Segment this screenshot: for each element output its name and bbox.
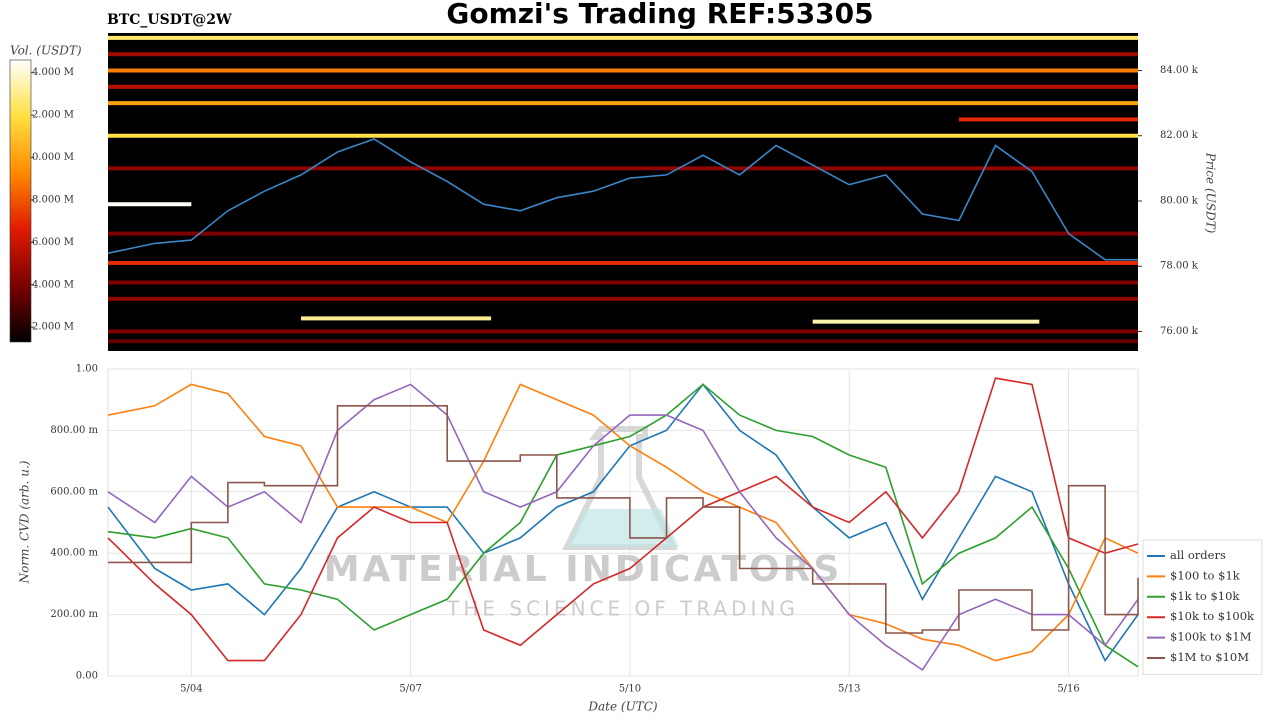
y-tick-label: 0.00	[76, 671, 98, 682]
liquidity-band	[108, 260, 1138, 265]
colorbar-tick-label: 8.000 M	[32, 194, 74, 205]
colorbar-tick-label: 14.000 M	[26, 67, 74, 78]
y-tick-label: 200.00 m	[50, 609, 98, 620]
liquidity-band	[958, 117, 1138, 122]
liquidity-band	[812, 319, 1040, 324]
colorbar-tick-label: 6.000 M	[32, 237, 74, 248]
colorbar-tick-label: 10.000 M	[26, 152, 74, 163]
liquidity-band	[108, 231, 1138, 236]
x-axis-label: Date (UTC)	[587, 700, 657, 714]
colorbar-tick-label: 4.000 M	[32, 279, 74, 290]
y-axis-label: Norm. CVD (arb. u.)	[18, 460, 32, 584]
colorbar-label: Vol. (USDT)	[10, 44, 82, 58]
legend-label: $1M to $10M	[1170, 650, 1249, 664]
liquidity-band	[108, 133, 1138, 138]
y-tick-label: 600.00 m	[50, 486, 98, 497]
liquidity-band	[108, 52, 1138, 57]
y-tick-label: 400.00 m	[50, 548, 98, 559]
legend-label: all orders	[1170, 548, 1226, 562]
liquidity-band	[108, 35, 1138, 40]
page-title: Gomzi's Trading REF:53305	[446, 0, 873, 30]
liquidity-band	[108, 339, 1138, 344]
y-tick-label: 78.00 k	[1160, 261, 1199, 272]
liquidity-band	[108, 166, 1138, 171]
y-tick-label: 84.00 k	[1160, 65, 1199, 76]
series-line	[107, 377, 1139, 662]
legend-label: $100 to $1k	[1170, 568, 1241, 582]
series-line	[108, 405, 1139, 634]
colorbar-tick-label: 2.000 M	[32, 322, 74, 333]
legend-label: $100k to $1M	[1170, 630, 1252, 644]
y-tick-label: 76.00 k	[1160, 326, 1199, 337]
watermark: MATERIAL INDICATORS	[324, 549, 843, 590]
liquidity-band	[300, 316, 492, 321]
liquidity-band	[108, 101, 1138, 106]
liquidity-band	[108, 84, 1138, 89]
liquidity-band	[108, 68, 1138, 73]
series-line	[107, 383, 1139, 662]
price-line	[107, 138, 1138, 261]
colorbar-tick-label: 12.000 M	[26, 110, 74, 121]
x-tick-label: 5/10	[619, 684, 641, 695]
x-tick-label: 5/07	[399, 684, 421, 695]
series-line	[107, 383, 1139, 668]
y-tick-label: 80.00 k	[1160, 195, 1199, 206]
legend-label: $10k to $100k	[1170, 609, 1255, 623]
liquidity-band	[108, 329, 1138, 334]
x-tick-label: 5/13	[838, 684, 860, 695]
y-tick-label: 1.00	[76, 364, 98, 375]
y-tick-label: 800.00 m	[50, 425, 98, 436]
series-line	[107, 383, 1139, 672]
liquidity-band	[108, 202, 192, 207]
legend-label: $1k to $10k	[1170, 589, 1240, 603]
x-tick-label: 5/16	[1057, 684, 1079, 695]
watermark: THE SCIENCE OF TRADING	[446, 597, 799, 621]
y-tick-label: 82.00 k	[1160, 130, 1199, 141]
liquidity-band	[108, 280, 1138, 285]
x-tick-label: 5/04	[180, 684, 202, 695]
legend-box	[1142, 539, 1263, 675]
y-axis-label: Price (USDT)	[1204, 152, 1218, 234]
colorbar	[9, 59, 32, 343]
liquidity-band	[108, 296, 1138, 301]
market-label: BTC_USDT@2W	[107, 12, 232, 28]
